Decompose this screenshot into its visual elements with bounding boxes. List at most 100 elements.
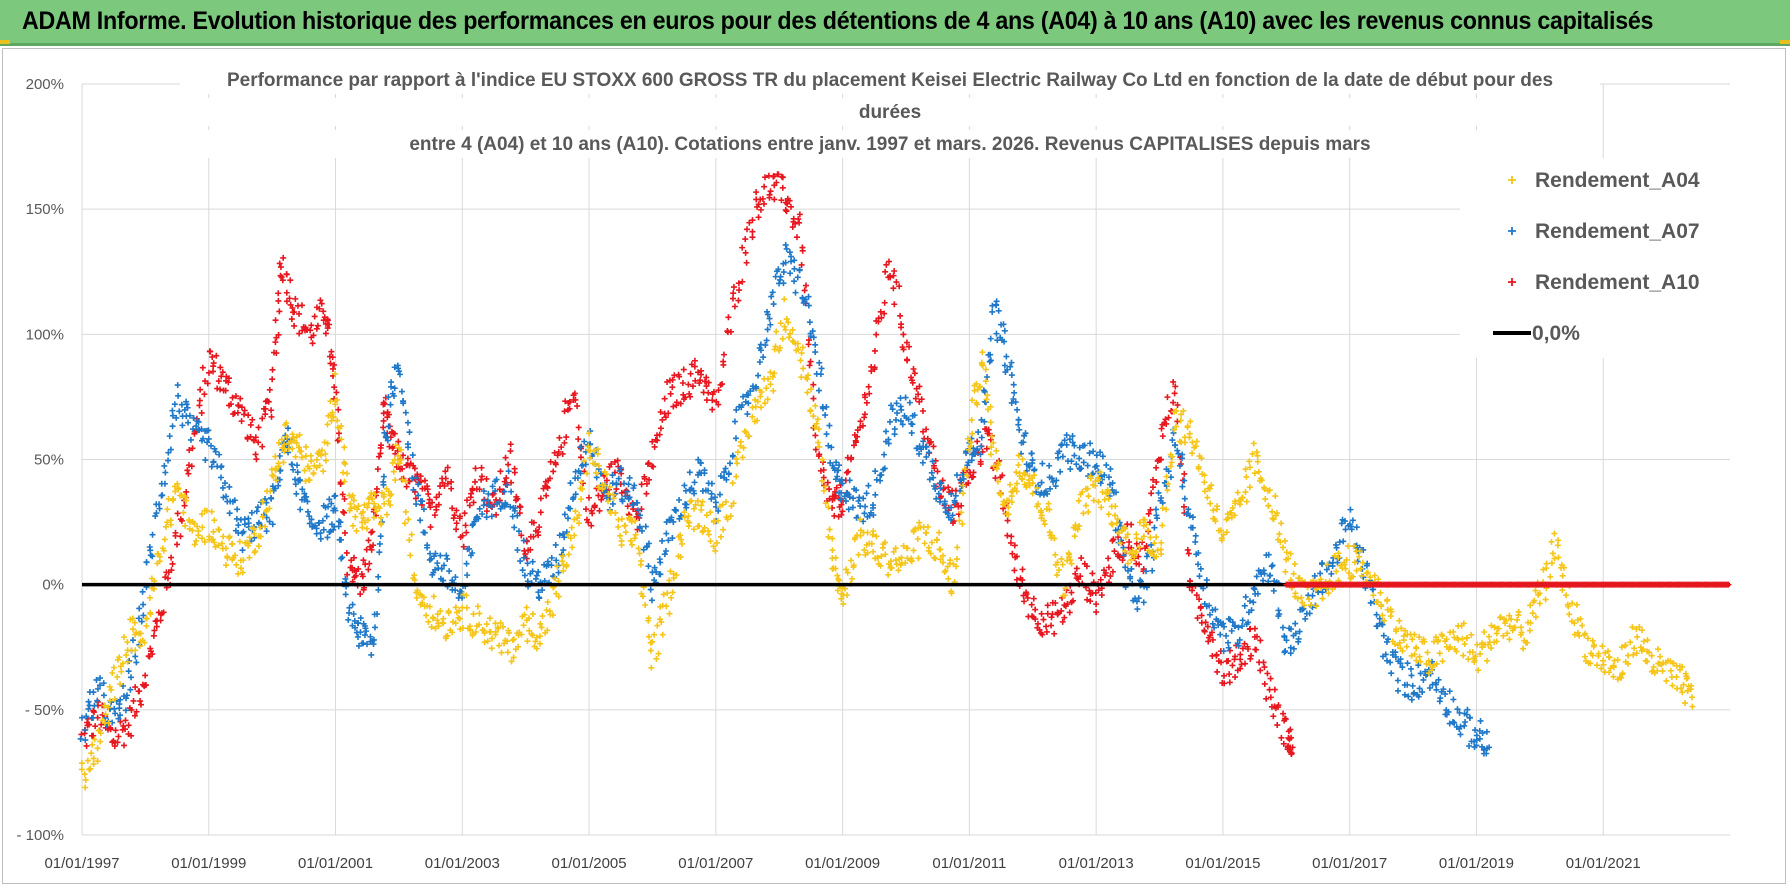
data-point [1404,660,1411,667]
data-point [786,334,793,341]
data-point [332,370,339,377]
data-point [169,560,176,567]
data-point [396,371,403,378]
data-point [474,603,481,610]
data-point [643,544,650,551]
data-point [488,645,495,652]
data-point [1650,663,1657,670]
data-point [708,495,715,502]
data-point [973,380,980,387]
data-point [873,476,880,483]
data-point [1547,573,1554,580]
data-point [296,431,303,438]
data-point [1430,662,1437,669]
data-point [199,524,206,531]
data-point [892,416,899,423]
data-point [1395,687,1401,694]
data-point [561,408,568,415]
data-point [302,443,309,450]
data-point [476,621,483,628]
data-point [849,504,856,511]
data-point [504,649,511,656]
data-point [760,354,767,361]
data-point [555,448,562,455]
data-point [578,479,585,486]
data-point [372,624,379,631]
data-point [634,499,641,506]
data-point [296,310,303,317]
data-point [510,654,517,661]
data-point [320,468,327,475]
data-point [341,496,348,503]
data-point [618,489,625,496]
data-point [105,704,112,711]
data-point [697,459,704,466]
data-point [290,466,297,473]
data-point [406,537,413,544]
data-point [91,702,98,709]
data-point [1306,596,1313,603]
data-point [304,498,311,505]
data-point [944,510,951,517]
data-point [1689,703,1696,710]
data-point [1124,531,1131,538]
data-point [340,508,347,515]
data-point [669,376,676,383]
data-point [686,390,693,397]
data-point [1158,551,1165,558]
data-point [734,460,741,467]
data-point [377,450,384,457]
data-point [1055,566,1062,573]
data-point [890,548,897,555]
data-point [177,533,184,540]
data-point [1328,570,1335,577]
data-point [1554,542,1561,549]
data-point [169,407,176,414]
data-point [1340,538,1347,545]
data-point [828,444,835,451]
data-point [585,519,592,526]
data-point [1531,597,1538,604]
data-point [1432,634,1439,641]
data-point [1300,605,1307,612]
data-point [926,440,933,447]
data-point [1153,464,1160,471]
data-point [692,501,699,508]
data-point [825,533,832,540]
data-point [1277,539,1284,546]
data-point [368,490,375,497]
data-point [703,374,710,381]
data-point [331,361,338,368]
data-point [561,511,568,518]
data-point [1147,534,1154,541]
data-point [916,383,923,390]
data-point [1409,682,1416,689]
data-point [1223,529,1230,536]
data-point [550,612,557,619]
data-point [1250,440,1257,447]
data-point [1189,450,1196,457]
data-point [928,539,935,546]
data-point [1038,479,1045,486]
data-point [1432,681,1439,688]
data-point [391,364,398,371]
data-point [822,412,829,419]
data-point [206,348,213,355]
x-tick-label: 01/01/2007 [678,855,753,872]
data-point [453,520,460,527]
data-point [291,309,298,315]
data-point [1288,734,1295,741]
data-point [1571,620,1578,627]
data-point [1624,660,1631,667]
data-point [390,468,397,475]
data-point [1000,321,1007,328]
data-point [1451,719,1458,726]
data-point [94,685,101,692]
data-point [296,477,303,484]
data-point [307,452,314,459]
data-point [563,434,570,441]
data-point [552,461,559,468]
data-point [922,529,929,536]
data-point [810,381,817,388]
data-point [834,473,841,480]
